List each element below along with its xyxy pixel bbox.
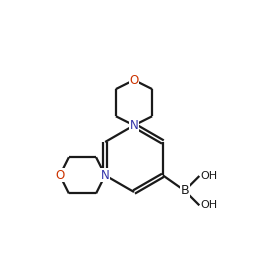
Text: O: O (129, 73, 139, 86)
Text: B: B (180, 184, 189, 197)
Text: N: N (130, 119, 138, 132)
Text: OH: OH (201, 200, 218, 210)
Text: N: N (101, 169, 110, 182)
Text: O: O (55, 169, 64, 182)
Text: OH: OH (201, 171, 218, 181)
